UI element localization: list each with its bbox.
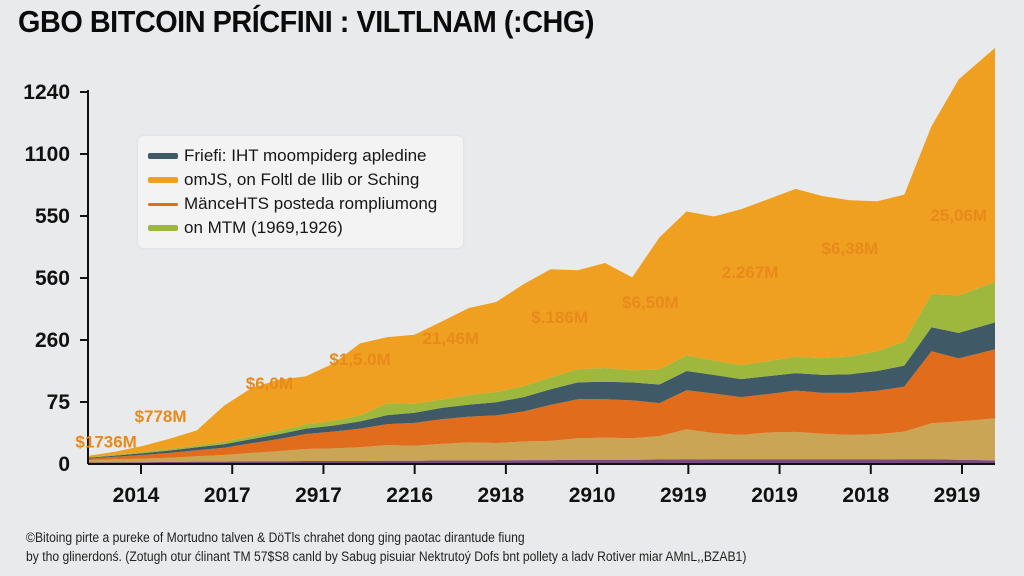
legend-label: omJS, on Foltl de Ilib or Sching	[184, 170, 420, 189]
stacked-areas	[88, 47, 995, 464]
legend-swatch	[148, 202, 178, 206]
legend-swatch	[148, 225, 178, 231]
legend-item: MänceHTS posteda rompliumong	[148, 192, 437, 216]
chart-title: GBO BITCOIN PRÍCFINI : VILTLNAM (:CHG)	[18, 4, 594, 39]
x-tick-label: 2216	[386, 484, 433, 507]
x-tick-label: 2919	[934, 484, 981, 507]
data-annotation: $1736M	[75, 433, 136, 452]
legend-item: omJS, on Foltl de Ilib or Sching	[148, 168, 419, 192]
x-tick-label: 2910	[569, 484, 616, 507]
x-tick-label: 2919	[660, 484, 707, 507]
caption-line: by tho glinerdonś. (Zotugh otur ćlinant …	[26, 549, 747, 564]
annotations: $1736M $778M $6,0M $1,5.0M 21,46M $.186M $6,50…	[75, 206, 987, 452]
legend-item: Friefi: IHT moompiderg apledine	[148, 144, 427, 168]
caption-line: ©Bitoing pirte a pureke of Mortudno talv…	[26, 530, 525, 545]
legend-item: on MTM (1969,1926)	[148, 216, 343, 240]
data-annotation: $1,5.0M	[329, 350, 390, 369]
data-annotation: $6,0M	[246, 374, 293, 393]
area-series-5	[88, 47, 995, 458]
x-tick-label: 2917	[295, 484, 342, 507]
legend: Friefi: IHT moompiderg apledine omJS, on…	[138, 136, 463, 248]
legend-swatch	[148, 177, 178, 183]
legend-label: Friefi: IHT moompiderg apledine	[184, 146, 427, 165]
legend-swatch	[148, 153, 178, 159]
data-annotation: $.186M	[531, 308, 588, 327]
y-tick-label: 550	[35, 205, 70, 228]
y-tick-label: 1240	[23, 81, 70, 104]
legend-label: on MTM (1969,1926)	[184, 218, 343, 237]
area-series-1	[88, 418, 995, 463]
caption: ©Bitoing pirte a pureke of Mortudno talv…	[26, 528, 746, 566]
y-tick-label: 560	[35, 267, 70, 290]
y-tick-label: 260	[35, 329, 70, 352]
y-tick-label: 1100	[24, 143, 70, 166]
x-tick-label: 2017	[204, 484, 251, 507]
area-series-3	[88, 322, 995, 459]
data-annotation: $6,50M	[622, 293, 679, 312]
axes: 0 75 260 560 550 1100 1240 2014 2017 2917 2216 2918…	[23, 81, 995, 507]
data-annotation: $778M	[135, 407, 187, 426]
y-tick-label: 75	[47, 391, 71, 414]
data-annotation: $6,38M	[822, 239, 879, 258]
data-annotation: 25,06M	[930, 206, 987, 225]
data-annotation: 21,46M	[422, 329, 479, 348]
area-series-2	[88, 349, 995, 461]
x-tick-label: 2014	[113, 484, 160, 507]
data-annotation: 2.267M	[722, 263, 779, 282]
x-tick-label: 2018	[842, 484, 889, 507]
area-series-4	[88, 281, 995, 458]
x-tick-label: 2019	[751, 484, 798, 507]
area-series-0	[88, 459, 995, 464]
y-tick-label: 0	[58, 453, 70, 476]
legend-label: MänceHTS posteda rompliumong	[184, 194, 438, 213]
x-tick-label: 2918	[478, 484, 525, 507]
